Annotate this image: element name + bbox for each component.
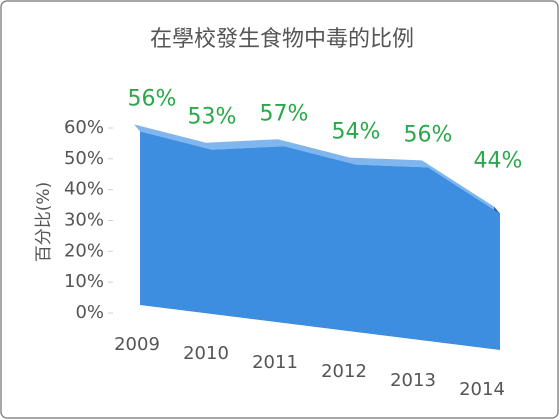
value-label: 56% <box>404 122 453 147</box>
x-tick-label: 2011 <box>252 352 298 373</box>
value-label: 44% <box>474 149 523 174</box>
area <box>140 131 500 350</box>
y-tick-label: 0% <box>75 302 104 323</box>
chart-title: 在學校發生食物中毒的比例 <box>150 27 414 52</box>
value-label: 57% <box>260 101 309 126</box>
x-tick-label: 2013 <box>390 370 436 391</box>
x-tick-label: 2010 <box>183 343 229 364</box>
y-tick-label: 60% <box>64 117 104 138</box>
y-tick-label: 20% <box>64 240 104 261</box>
x-tick-label: 2014 <box>459 379 505 400</box>
x-tick-label: 2009 <box>114 334 160 355</box>
value-label: 53% <box>188 105 237 130</box>
x-tick-label: 2012 <box>321 361 367 382</box>
area-top-face <box>134 124 500 214</box>
y-tick-label: 10% <box>64 271 104 292</box>
y-tick-label: 30% <box>64 210 104 231</box>
y-axis-label: 百分比(%) <box>34 182 54 262</box>
value-label: 54% <box>332 120 381 145</box>
y-tick-label: 50% <box>64 148 104 169</box>
y-tick-label: 40% <box>64 179 104 200</box>
value-label: 56% <box>128 86 177 111</box>
